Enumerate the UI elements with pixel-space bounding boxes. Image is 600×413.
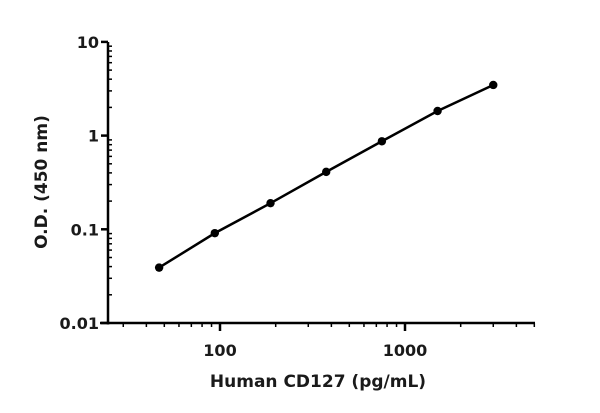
data-point [489,80,498,90]
y-axis-title: O.D. (450 nm) [32,115,52,249]
y-axis: 0.01 0.1 1 10 [60,33,112,333]
data-point [321,167,331,177]
y-tick-label: 0.01 [60,314,99,333]
y-tick-label: 1 [88,127,99,146]
plot-area [154,80,498,272]
data-point [210,228,220,238]
data-point [433,106,442,116]
y-tick-label: 0.1 [71,220,99,239]
curve-line [158,83,494,269]
data-point [266,198,275,208]
x-tick-label: 1000 [383,341,428,360]
data-point [154,263,164,272]
x-axis: 100 1000 [100,321,536,360]
data-point [377,137,387,146]
y-tick-label: 10 [77,33,99,52]
x-tick-label: 100 [203,341,236,360]
x-axis-title: Human CD127 (pg/mL) [210,372,426,392]
